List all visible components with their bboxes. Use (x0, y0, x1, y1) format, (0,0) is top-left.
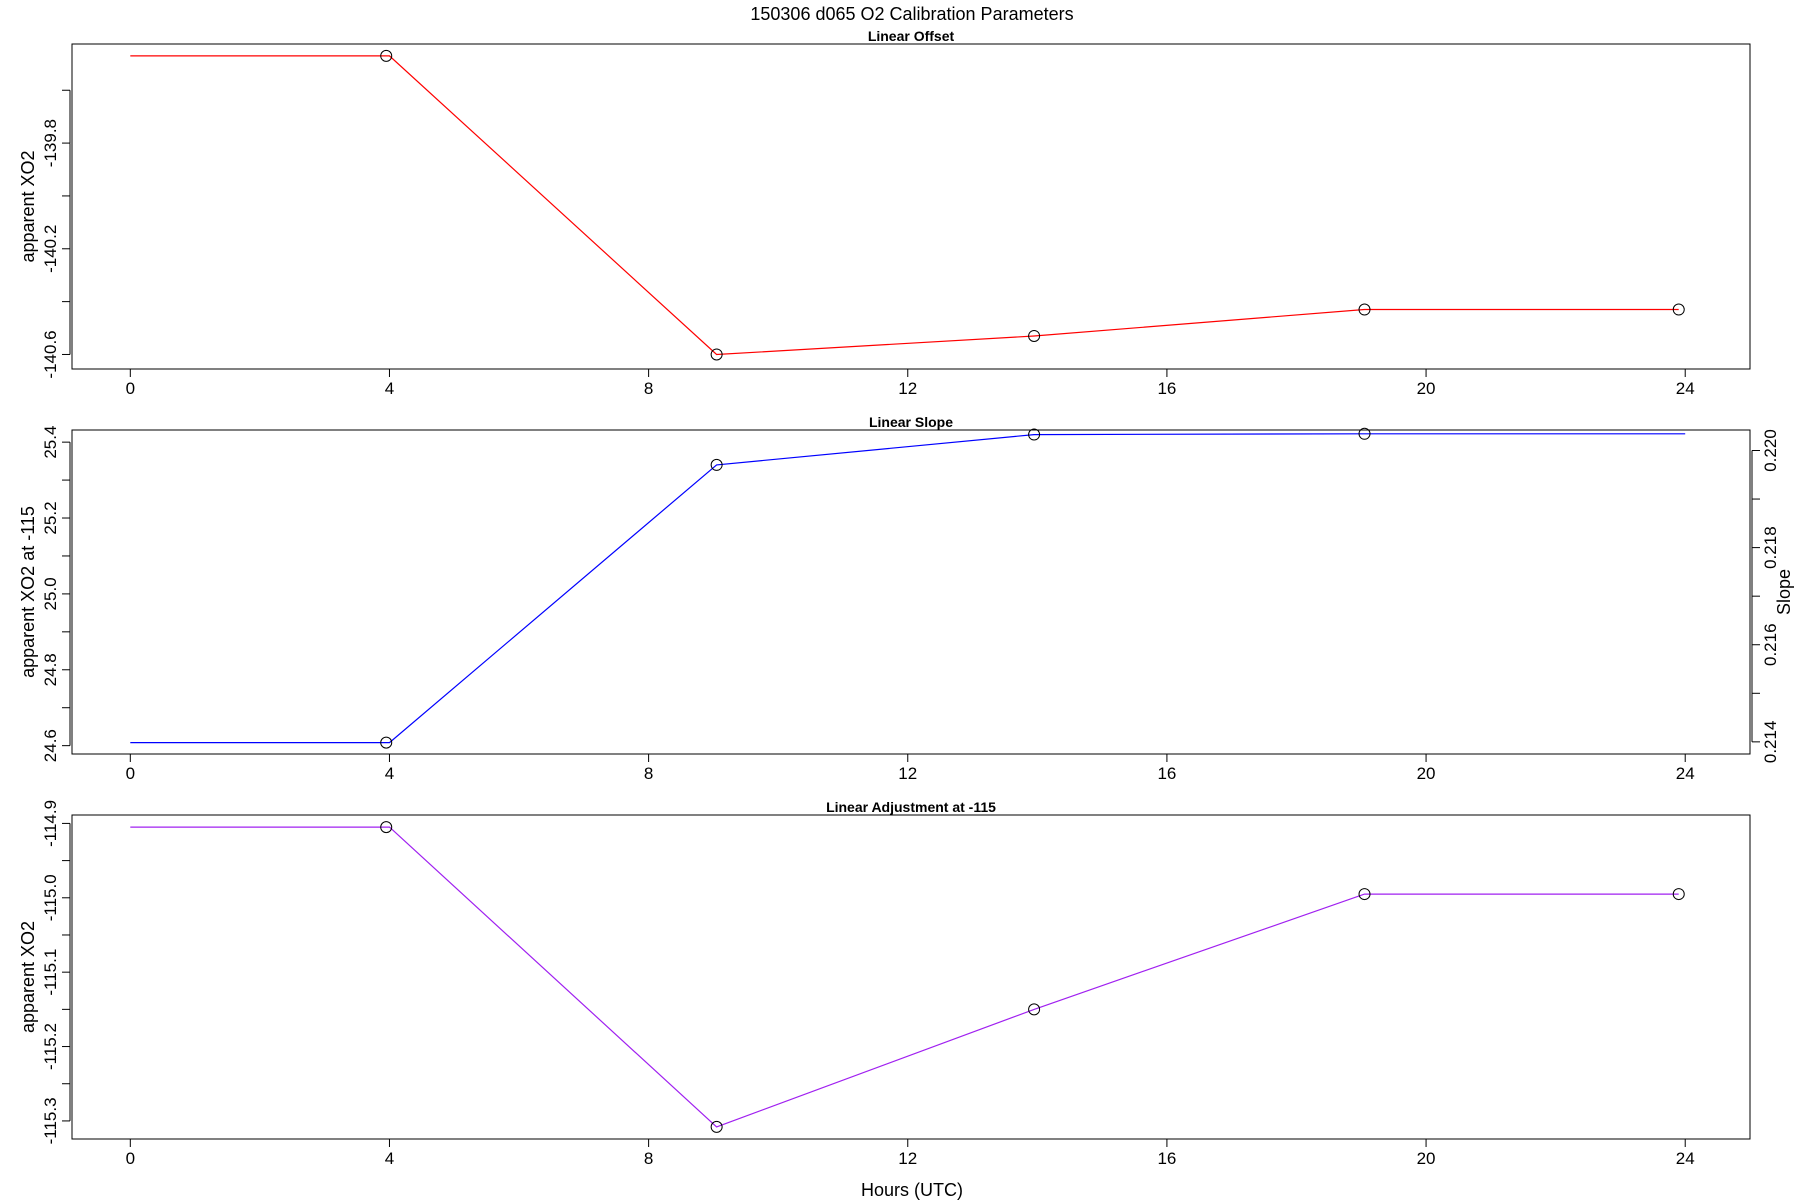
x-tick-label: 4 (385, 379, 394, 398)
y-tick-label: -115.3 (41, 1097, 60, 1144)
panel-title: Linear Adjustment at -115 (826, 799, 996, 815)
y-tick-label: 25.2 (41, 501, 60, 534)
data-point (1028, 428, 1041, 441)
series-line (130, 55, 1679, 356)
y2-axis-label: Slope (1774, 569, 1794, 615)
x-tick-label: 12 (898, 379, 917, 398)
y-tick-label: -114.9 (41, 800, 60, 847)
x-tick-label: 8 (644, 764, 653, 783)
x-tick-label: 20 (1417, 1149, 1436, 1168)
y2-tick-label: 0.218 (1761, 526, 1780, 569)
x-tick-label: 24 (1676, 1149, 1695, 1168)
data-point (710, 348, 723, 361)
data-point (1358, 888, 1371, 901)
x-tick-label: 20 (1417, 764, 1436, 783)
x-tick-label: 24 (1676, 764, 1695, 783)
panel-2: Linear Slope 0 4 8 12 16 20 24 24.6 24.8 25.0 25.2 2… (18, 414, 1794, 783)
x-tick-label: 24 (1676, 379, 1695, 398)
x-tick-label: 4 (385, 1149, 394, 1168)
y-tick-label: 25.0 (41, 577, 60, 610)
plot-frame (71, 814, 1751, 1140)
x-tick-label: 0 (126, 1149, 135, 1168)
panel-title: Linear Slope (869, 414, 953, 430)
y-tick-label: -139.8 (41, 119, 60, 167)
y-axis-label: apparent XO2 at -115 (18, 506, 38, 678)
panel-title: Linear Offset (868, 28, 955, 44)
plot-frame (71, 429, 1751, 755)
x-axis-label: Hours (UTC) (861, 1180, 963, 1200)
panel-3: Linear Adjustment at -115 0 4 8 12 16 20 24 -115… (18, 799, 1751, 1168)
y-tick-label: 25.4 (41, 426, 60, 459)
x-tick-label: 4 (385, 764, 394, 783)
data-point (1028, 329, 1041, 342)
y-tick-label: -140.6 (41, 330, 60, 378)
x-tick-label: 16 (1157, 379, 1176, 398)
x-tick-label: 12 (898, 764, 917, 783)
y-tick-label: 24.6 (41, 729, 60, 762)
panel-1: Linear Offset 0 4 8 12 16 20 24 -140.6 -140.2 -139… (18, 28, 1751, 398)
x-tick-label: 8 (644, 379, 653, 398)
figure-title: 150306 d065 O2 Calibration Parameters (750, 4, 1073, 24)
x-tick-label: 16 (1157, 1149, 1176, 1168)
series-line (130, 826, 1679, 1128)
x-tick-label: 8 (644, 1149, 653, 1168)
x-tick-label: 0 (126, 379, 135, 398)
y-axis-label: apparent XO2 (18, 150, 38, 262)
series-line (130, 433, 1686, 744)
y2-tick-label: 0.220 (1761, 429, 1780, 472)
x-tick-label: 0 (126, 764, 135, 783)
data-point (380, 821, 393, 834)
y-tick-label: -140.2 (41, 225, 60, 273)
plot-frame (71, 43, 1751, 370)
y-tick-label: 24.8 (41, 653, 60, 686)
y-axis-label: apparent XO2 (18, 921, 38, 1033)
x-tick-label: 12 (898, 1149, 917, 1168)
y2-tick-label: 0.214 (1761, 721, 1780, 764)
data-point (380, 49, 393, 62)
y-tick-label: -115.0 (41, 874, 60, 921)
panels: Linear Offset 0 4 8 12 16 20 24 -140.6 -140.2 -139… (18, 28, 1794, 1168)
data-point (380, 736, 393, 749)
data-point (1672, 303, 1685, 316)
data-point (1028, 1003, 1041, 1016)
x-tick-label: 20 (1417, 379, 1436, 398)
data-point (710, 458, 723, 471)
y-tick-label: -115.1 (41, 949, 60, 996)
y-tick-label: -115.2 (41, 1023, 60, 1070)
y2-tick-label: 0.216 (1761, 623, 1780, 666)
data-point (710, 1120, 723, 1133)
data-point (1672, 888, 1685, 901)
x-tick-label: 16 (1157, 764, 1176, 783)
data-point (1358, 303, 1371, 316)
data-point (1358, 427, 1371, 440)
